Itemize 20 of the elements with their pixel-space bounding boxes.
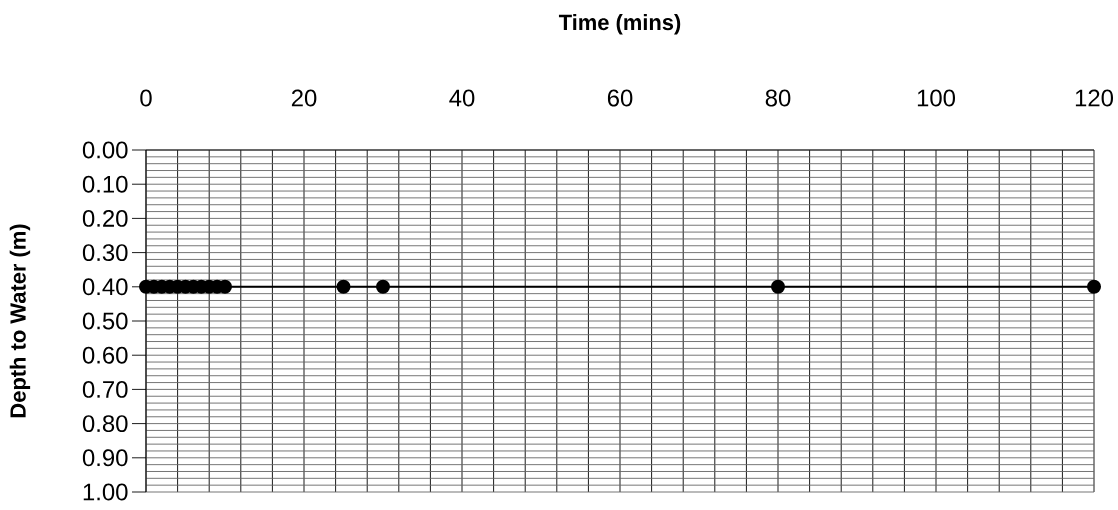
x-tick-label: 100 [917,89,956,107]
y-tick-label: 0.00 [82,141,128,159]
y-tick-label: 0.50 [82,312,128,330]
x-tick-label: 20 [291,89,317,107]
y-tick-label: 1.00 [83,483,128,501]
y-tick-label: 0.10 [82,175,128,193]
x-axis-title: Time (mins) [558,14,681,35]
y-tick-label: 0.90 [82,449,128,467]
x-tick-label: 0 [140,89,152,107]
y-tick-label: 0.80 [82,415,128,433]
y-tick-label: 0.20 [82,209,128,227]
y-axis-title: Depth to Water (m) [9,224,31,418]
x-tick-label: 40 [449,89,475,107]
y-tick-label: 0.70 [82,380,128,398]
y-tick-label: 0.30 [82,244,128,262]
x-tick-label: 80 [765,89,791,107]
y-tick-label: 0.60 [82,346,128,364]
x-tick-label: 120 [1075,89,1114,107]
x-tick-label: 60 [607,89,633,107]
y-tick-label: 0.40 [82,278,128,296]
